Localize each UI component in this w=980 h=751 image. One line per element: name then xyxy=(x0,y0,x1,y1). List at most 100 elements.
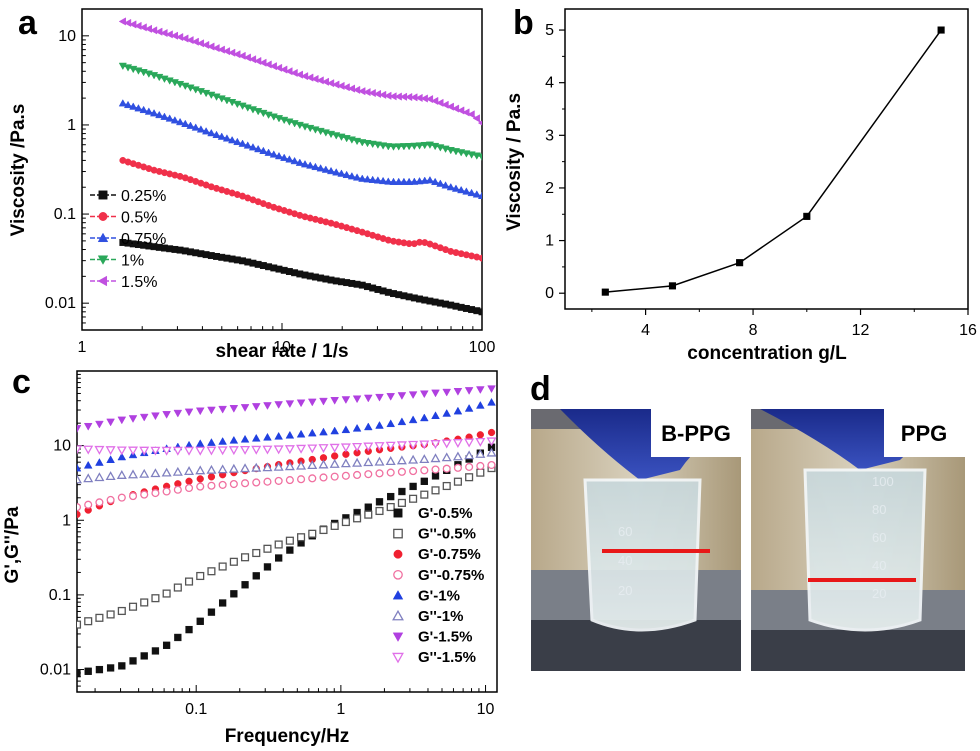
data-point xyxy=(431,411,440,420)
data-point xyxy=(803,212,811,220)
chart-c-legend: G'-0.5% G''-0.5% G'-0.75% G''-0.75% G'-1% G''… xyxy=(392,505,484,666)
legend-marker xyxy=(393,549,403,559)
data-point xyxy=(218,437,227,445)
data-point xyxy=(296,444,307,454)
chart-b-frame xyxy=(564,8,969,310)
data-point xyxy=(431,177,440,186)
data-point xyxy=(241,553,250,562)
beaker-left xyxy=(583,478,702,632)
data-point xyxy=(217,132,226,140)
legend-label: G''-0.5% xyxy=(418,526,476,543)
data-point xyxy=(241,581,249,589)
data-point xyxy=(397,417,407,426)
data-point xyxy=(196,475,204,483)
data-point xyxy=(319,473,328,482)
data-point xyxy=(191,37,199,46)
data-point xyxy=(185,477,193,485)
legend-label: 1% xyxy=(121,253,144,270)
legend-marker xyxy=(98,212,108,221)
data-point xyxy=(127,469,139,479)
chart-b-xlabel: concentration g/L xyxy=(687,343,847,364)
data-point xyxy=(284,461,295,471)
data-point xyxy=(269,62,277,71)
data-point xyxy=(240,463,251,473)
data-point xyxy=(196,617,204,625)
data-point xyxy=(274,401,284,409)
data-point xyxy=(386,393,396,401)
data-point xyxy=(149,109,159,117)
data-point xyxy=(319,525,328,535)
data-point xyxy=(487,397,496,406)
data-point xyxy=(155,110,164,119)
y-tick-label: 0.1 xyxy=(49,587,71,604)
data-point xyxy=(408,440,419,450)
data-point xyxy=(329,458,340,468)
chart-a-legend: 0.25% 0.5% 0.75% 1% 1.5% xyxy=(90,188,166,291)
data-point xyxy=(144,24,152,33)
photo-label-ppg: PPG xyxy=(901,421,947,446)
data-point xyxy=(477,120,482,126)
data-point xyxy=(430,440,441,449)
data-point xyxy=(217,446,228,456)
x-tick-label: 10 xyxy=(273,339,291,356)
data-point xyxy=(477,191,482,199)
data-point xyxy=(415,176,424,185)
data-point xyxy=(117,606,126,616)
data-point xyxy=(396,441,407,451)
x-tick-label: 1 xyxy=(336,701,345,718)
data-point xyxy=(408,391,418,400)
data-point xyxy=(184,408,194,417)
data-point xyxy=(259,146,268,155)
data-point xyxy=(243,141,252,149)
legend-marker xyxy=(392,590,404,600)
data-point xyxy=(233,50,241,59)
data-point xyxy=(475,448,486,458)
data-point xyxy=(241,479,250,488)
data-point xyxy=(441,452,452,462)
data-point xyxy=(150,446,161,456)
data-point xyxy=(149,26,158,35)
data-point xyxy=(316,76,324,85)
data-point xyxy=(129,20,137,29)
data-point xyxy=(296,399,306,408)
chart-c-ylabel: G',G''/Pa xyxy=(2,506,23,583)
data-point xyxy=(170,116,179,124)
data-point xyxy=(217,45,225,54)
data-point xyxy=(207,481,216,490)
data-point xyxy=(290,68,298,78)
data-point xyxy=(316,164,325,172)
data-point xyxy=(368,175,377,183)
data-point xyxy=(77,463,82,472)
data-point xyxy=(340,443,351,453)
data-point xyxy=(228,463,239,473)
data-point xyxy=(212,44,220,53)
data-point xyxy=(399,143,409,151)
data-point xyxy=(319,397,328,406)
data-point xyxy=(174,633,182,642)
data-point xyxy=(227,48,236,57)
data-point xyxy=(410,177,419,185)
data-point xyxy=(386,468,395,477)
data-point xyxy=(467,188,476,197)
data-point xyxy=(308,529,317,538)
data-point xyxy=(378,176,388,185)
chart-a: 1 10 100 0.01 0.1 1 10 0.25% 0.5% 0.75% 1% 1.5% sh… xyxy=(8,8,495,362)
legend-marker xyxy=(393,508,403,518)
data-point xyxy=(352,85,361,95)
data-point xyxy=(297,475,306,484)
data-point xyxy=(311,162,320,171)
data-point xyxy=(363,175,372,183)
data-point xyxy=(117,493,126,502)
data-point xyxy=(229,479,238,489)
data-point xyxy=(274,476,283,485)
data-point xyxy=(408,415,418,424)
legend-marker xyxy=(392,609,404,621)
data-point xyxy=(736,259,744,267)
legend-marker xyxy=(393,528,403,539)
data-point xyxy=(405,177,414,185)
data-point xyxy=(442,464,451,473)
legend-marker xyxy=(97,255,109,265)
data-point xyxy=(248,143,258,151)
data-point xyxy=(397,392,407,400)
legend-label: G''-0.75% xyxy=(418,567,484,584)
